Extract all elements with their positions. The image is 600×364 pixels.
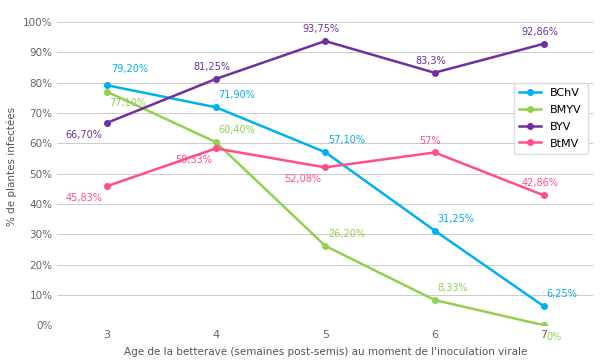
BMYV — [212, 140, 220, 145]
Y-axis label: % de plantes infectées: % de plantes infectées — [7, 107, 17, 226]
Text: 0%: 0% — [547, 332, 562, 342]
Text: 66,70%: 66,70% — [65, 130, 103, 140]
BMYV — [431, 298, 438, 302]
Text: 31,25%: 31,25% — [437, 214, 475, 223]
BYV — [103, 121, 110, 125]
Legend: BChV, BMYV, BYV, BtMV: BChV, BMYV, BYV, BtMV — [514, 83, 587, 154]
BYV — [322, 39, 329, 43]
Text: 92,86%: 92,86% — [521, 27, 558, 37]
BMYV — [103, 89, 110, 94]
Text: 83,3%: 83,3% — [415, 56, 446, 66]
BChV — [322, 150, 329, 154]
Text: 42,86%: 42,86% — [521, 178, 558, 189]
Text: 8,33%: 8,33% — [437, 283, 468, 293]
Text: 57,10%: 57,10% — [328, 135, 365, 145]
BtMV — [212, 146, 220, 151]
BMYV — [322, 244, 329, 248]
BYV — [212, 77, 220, 81]
Text: 77,10%: 77,10% — [109, 98, 146, 108]
BYV — [431, 71, 438, 75]
Line: BChV: BChV — [104, 82, 547, 309]
Text: 57%: 57% — [419, 135, 441, 146]
Text: 79,20%: 79,20% — [111, 64, 148, 74]
Text: 60,40%: 60,40% — [218, 125, 256, 135]
BChV — [103, 83, 110, 87]
Text: 45,83%: 45,83% — [65, 193, 103, 203]
Text: 52,08%: 52,08% — [284, 174, 321, 184]
BtMV — [322, 165, 329, 170]
BYV — [540, 41, 547, 46]
Text: 93,75%: 93,75% — [302, 24, 340, 34]
Text: 26,20%: 26,20% — [328, 229, 365, 239]
BtMV — [431, 150, 438, 155]
BChV — [431, 228, 438, 233]
Line: BMYV: BMYV — [104, 89, 547, 328]
Text: 58,33%: 58,33% — [175, 155, 212, 165]
Text: 71,90%: 71,90% — [218, 90, 256, 100]
BChV — [540, 304, 547, 308]
BtMV — [103, 184, 110, 189]
BtMV — [540, 193, 547, 198]
X-axis label: Age de la betterave (semaines post-semis) au moment de l'inoculation virale: Age de la betterave (semaines post-semis… — [124, 347, 527, 357]
Text: 81,25%: 81,25% — [193, 62, 230, 72]
BMYV — [540, 323, 547, 328]
Line: BtMV: BtMV — [104, 146, 547, 198]
BChV — [212, 105, 220, 110]
Line: BYV: BYV — [104, 38, 547, 126]
Text: 6,25%: 6,25% — [547, 289, 578, 299]
